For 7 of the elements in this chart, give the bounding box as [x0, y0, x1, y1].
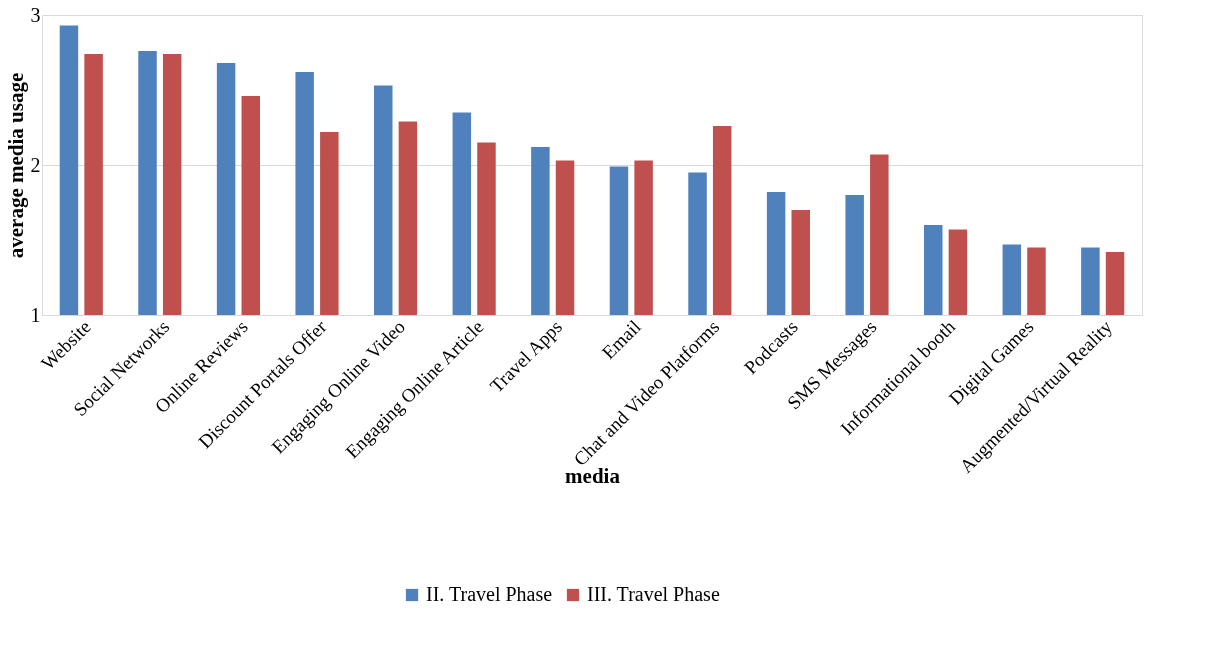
y-tick-label: 3	[30, 3, 41, 26]
legend-label: II. Travel Phase	[426, 583, 553, 605]
legend-label: III. Travel Phase	[587, 583, 720, 605]
y-tick-label: 1	[30, 303, 41, 326]
y-tick-label: 2	[30, 153, 41, 176]
y-axis-title: average media usage	[3, 72, 28, 259]
x-axis-title: media	[565, 463, 621, 488]
